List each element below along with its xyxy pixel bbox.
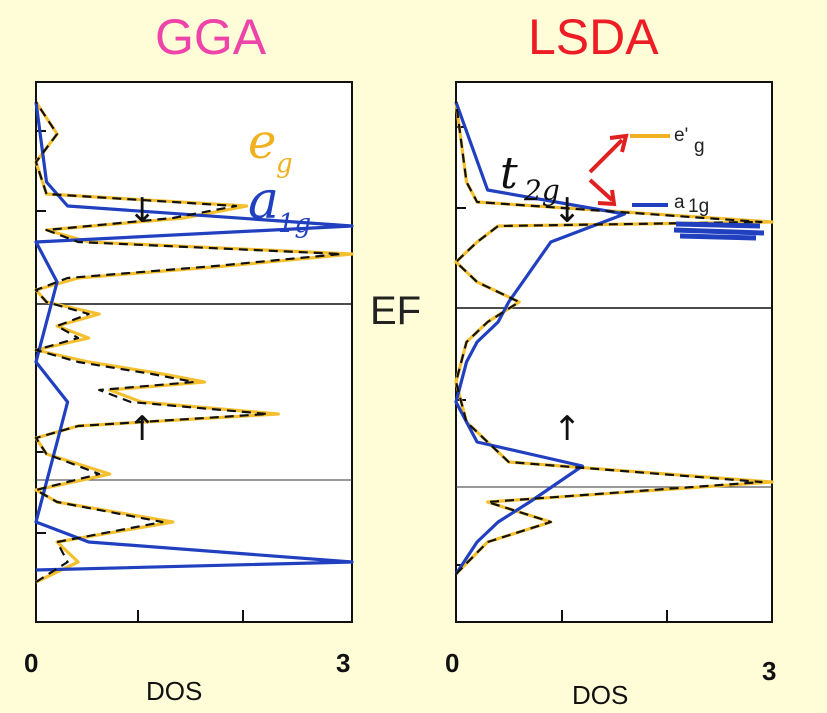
x-tick-label-0-gga: 0: [24, 648, 38, 678]
legend-blue-scribble: [673, 221, 765, 241]
legend-arrow-up: [588, 138, 624, 174]
legend-a1g-sub-lsda: 1g: [688, 196, 709, 217]
spin-up-marker-gga: ↑: [128, 409, 157, 449]
legend-eg-prime-sub: g: [694, 136, 705, 157]
legend-eg-prime-label: e': [674, 125, 688, 146]
legend-eg-sub: g: [276, 149, 293, 179]
series-group-gga: [34, 101, 354, 584]
spin-up-marker-lsda: ↑: [553, 409, 582, 449]
legend-arrow-up-head: [609, 133, 629, 153]
panel-frame-lsda: [455, 81, 773, 623]
chart-title-lsda: LSDA: [528, 9, 659, 65]
x-tick-label-0-lsda: 0: [445, 648, 459, 678]
spin-down-marker-lsda: ↓: [553, 191, 582, 231]
legend-lsda: t 2g e' g a 1g: [500, 125, 765, 241]
spin-down-marker-gga: ↓: [128, 191, 157, 231]
legend-arrow-down-head: [597, 189, 617, 207]
legend-a1g-label-lsda: a: [674, 192, 685, 213]
series-line-a-1g-gga: [34, 101, 354, 572]
legend-gga: e g a 1g: [248, 114, 311, 239]
x-axis-label-gga: DOS: [146, 676, 202, 706]
series-line-a-1g-lsda: [454, 101, 627, 575]
legend-a1g-label: a: [248, 171, 279, 231]
panel-frame-gga: [35, 81, 353, 623]
series-line-total-lsda: [454, 101, 763, 575]
legend-t2g-label: t: [500, 148, 518, 199]
legend-a1g-sub: 1g: [278, 209, 311, 239]
x-tick-label-3-gga: 3: [336, 648, 350, 678]
legend-eg-label: e: [248, 114, 276, 170]
legend-t2g-sub: 2g: [523, 174, 560, 207]
legend-arrow-down: [588, 178, 614, 202]
series-line-total-gga: [34, 101, 343, 583]
chart-title-gga: GGA: [155, 9, 267, 65]
x-tick-label-3-lsda: 3: [762, 656, 776, 686]
series-group-lsda: [454, 101, 774, 576]
x-axis-label-lsda: DOS: [572, 680, 628, 710]
fermi-label: EF: [370, 289, 421, 333]
